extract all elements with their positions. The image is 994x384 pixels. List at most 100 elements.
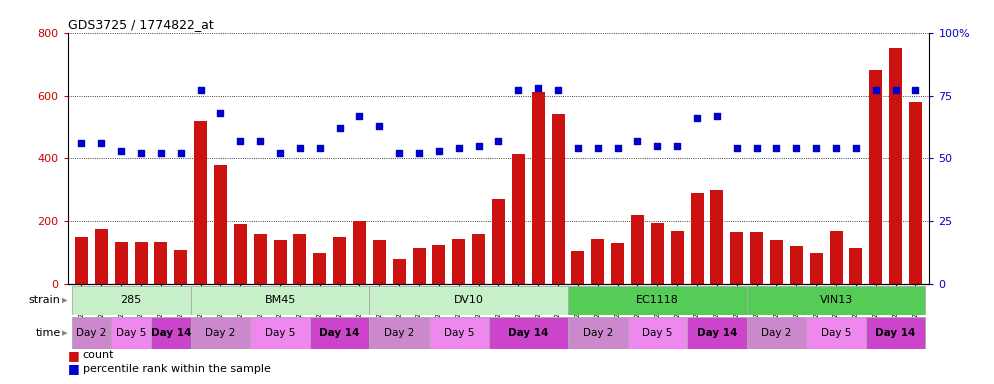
Point [252, 138, 268, 144]
Bar [393, 259, 406, 284]
Text: count: count [83, 350, 114, 360]
Point [491, 138, 507, 144]
Bar [631, 215, 644, 284]
Bar [691, 193, 704, 284]
Text: Day 5: Day 5 [821, 328, 851, 338]
Point [372, 122, 388, 129]
Bar [174, 250, 187, 284]
Point [689, 115, 705, 121]
Bar [512, 154, 525, 284]
Bar [731, 232, 744, 284]
Point [729, 145, 745, 151]
Bar [910, 102, 922, 284]
Point [113, 148, 129, 154]
Point [589, 145, 605, 151]
Bar [671, 231, 684, 284]
Bar [94, 229, 107, 284]
Bar [452, 238, 465, 284]
Text: Day 2: Day 2 [384, 328, 414, 338]
Point [233, 138, 248, 144]
Bar [472, 234, 485, 284]
Point [292, 145, 308, 151]
Bar [568, 286, 746, 315]
Point [451, 145, 467, 151]
Point [530, 85, 546, 91]
Bar [429, 317, 489, 349]
Point [828, 145, 844, 151]
Point [788, 145, 804, 151]
Text: Day 14: Day 14 [508, 328, 549, 338]
Bar [250, 317, 310, 349]
Text: GDS3725 / 1774822_at: GDS3725 / 1774822_at [68, 18, 214, 31]
Text: strain: strain [29, 295, 61, 306]
Bar [191, 286, 370, 315]
Text: EC1118: EC1118 [636, 295, 679, 306]
Bar [746, 286, 925, 315]
Bar [611, 243, 624, 284]
Text: VIN13: VIN13 [819, 295, 853, 306]
Point [649, 143, 665, 149]
Point [312, 145, 328, 151]
Text: Day 2: Day 2 [761, 328, 791, 338]
Bar [532, 93, 545, 284]
Point [868, 88, 884, 94]
Bar [151, 317, 191, 349]
Point [193, 88, 209, 94]
Point [352, 113, 368, 119]
Bar [370, 317, 429, 349]
Bar [313, 253, 326, 284]
Bar [568, 317, 627, 349]
Text: Day 14: Day 14 [151, 328, 191, 338]
Bar [234, 224, 247, 284]
Point [609, 145, 625, 151]
Point [392, 150, 408, 156]
Bar [373, 240, 386, 284]
Point [332, 125, 348, 131]
Bar [770, 240, 783, 284]
Text: Day 5: Day 5 [642, 328, 673, 338]
Bar [353, 221, 366, 284]
Text: Day 5: Day 5 [264, 328, 295, 338]
Text: 285: 285 [120, 295, 142, 306]
Text: DV10: DV10 [454, 295, 484, 306]
Point [412, 150, 427, 156]
Bar [790, 247, 803, 284]
Point [888, 88, 904, 94]
Text: Day 14: Day 14 [876, 328, 915, 338]
Point [570, 145, 585, 151]
Bar [711, 190, 724, 284]
Point [848, 145, 864, 151]
Point [153, 150, 169, 156]
Bar [890, 48, 903, 284]
Point [808, 145, 824, 151]
Bar [214, 165, 227, 284]
Point [550, 88, 566, 94]
Point [272, 150, 288, 156]
Text: Day 14: Day 14 [697, 328, 738, 338]
Bar [134, 242, 147, 284]
Bar [432, 245, 445, 284]
Text: Day 2: Day 2 [77, 328, 106, 338]
Bar [333, 237, 346, 284]
Point [629, 138, 645, 144]
Bar [72, 286, 191, 315]
Bar [866, 317, 925, 349]
Bar [191, 317, 250, 349]
Bar [746, 317, 806, 349]
Bar [310, 317, 370, 349]
Bar [489, 317, 568, 349]
Text: Day 5: Day 5 [443, 328, 474, 338]
Text: Day 2: Day 2 [582, 328, 613, 338]
Text: percentile rank within the sample: percentile rank within the sample [83, 364, 270, 374]
Point [93, 140, 109, 146]
Bar [552, 114, 565, 284]
Bar [806, 317, 866, 349]
Point [173, 150, 189, 156]
Bar [687, 317, 746, 349]
Point [431, 148, 447, 154]
Bar [370, 286, 568, 315]
Bar [114, 242, 127, 284]
Bar [194, 121, 207, 284]
Bar [492, 199, 505, 284]
Bar [591, 238, 604, 284]
